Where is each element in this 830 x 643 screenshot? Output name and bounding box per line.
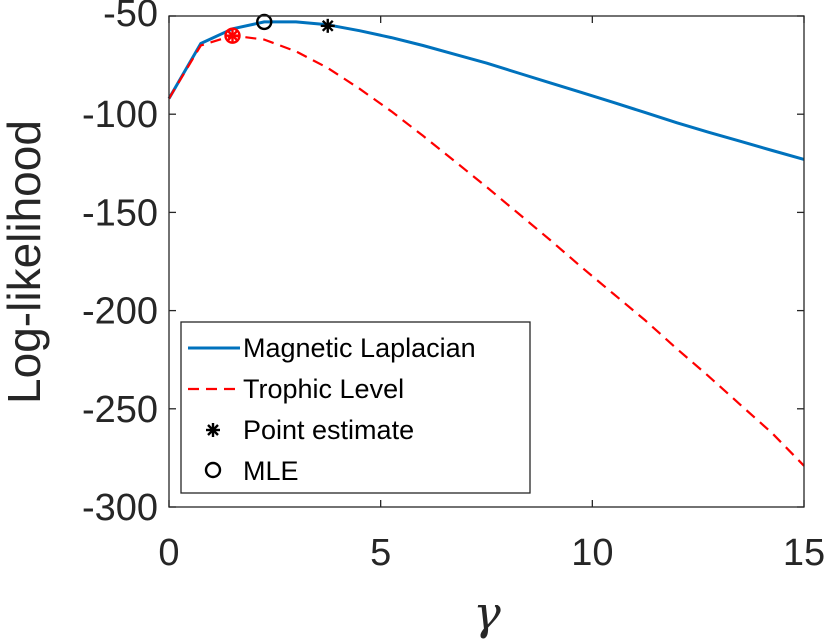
marker-layer: [224, 13, 335, 44]
legend-entry-mle: MLE: [204, 456, 299, 486]
y-axis-title: Log-likelihood: [0, 120, 50, 404]
asterisk-icon: [206, 423, 220, 437]
marker-mle-magnetic-laplacian: [256, 13, 273, 31]
x-tick-label: 5: [370, 532, 391, 574]
tick-layer: 0 5 10 15 -50 -100 -150 -200 -250 -300: [82, 0, 825, 574]
legend-label-point-estimate: Point estimate: [243, 415, 414, 445]
legend: Magnetic Laplacian Trophic Level Point e…: [180, 321, 531, 494]
y-tick-label: -100: [82, 94, 158, 136]
legend-entry-magnetic-laplacian: Magnetic Laplacian: [188, 333, 476, 363]
series-layer: [167, 20, 805, 467]
y-tick-label: -200: [82, 291, 158, 333]
x-axis-title: γ: [473, 586, 501, 640]
x-tick-label: 10: [571, 532, 613, 574]
legend-entry-trophic-level: Trophic Level: [188, 374, 404, 404]
y-tick-label: -150: [82, 192, 158, 234]
series-line-magnetic-laplacian: [167, 20, 805, 161]
marker-point-estimate-trophic-level: [225, 28, 240, 43]
x-tick-label: 15: [783, 532, 825, 574]
legend-box: [180, 321, 531, 494]
y-tick-label: -300: [82, 487, 158, 529]
series-line-trophic-level: [168, 34, 805, 467]
circle-open-icon: [204, 461, 222, 479]
marker-mle-trophic-level: [224, 27, 241, 44]
legend-label-mle: MLE: [243, 456, 299, 486]
axes-frame: [168, 15, 805, 508]
x-tick-label: 0: [158, 532, 179, 574]
legend-label-trophic-level: Trophic Level: [243, 374, 404, 404]
marker-point-estimate-magnetic-laplacian: [320, 18, 335, 33]
y-tick-label: -250: [82, 389, 158, 431]
y-tick-label: -50: [103, 0, 158, 35]
legend-label-magnetic-laplacian: Magnetic Laplacian: [243, 333, 476, 363]
legend-entry-point-estimate: Point estimate: [206, 415, 414, 445]
